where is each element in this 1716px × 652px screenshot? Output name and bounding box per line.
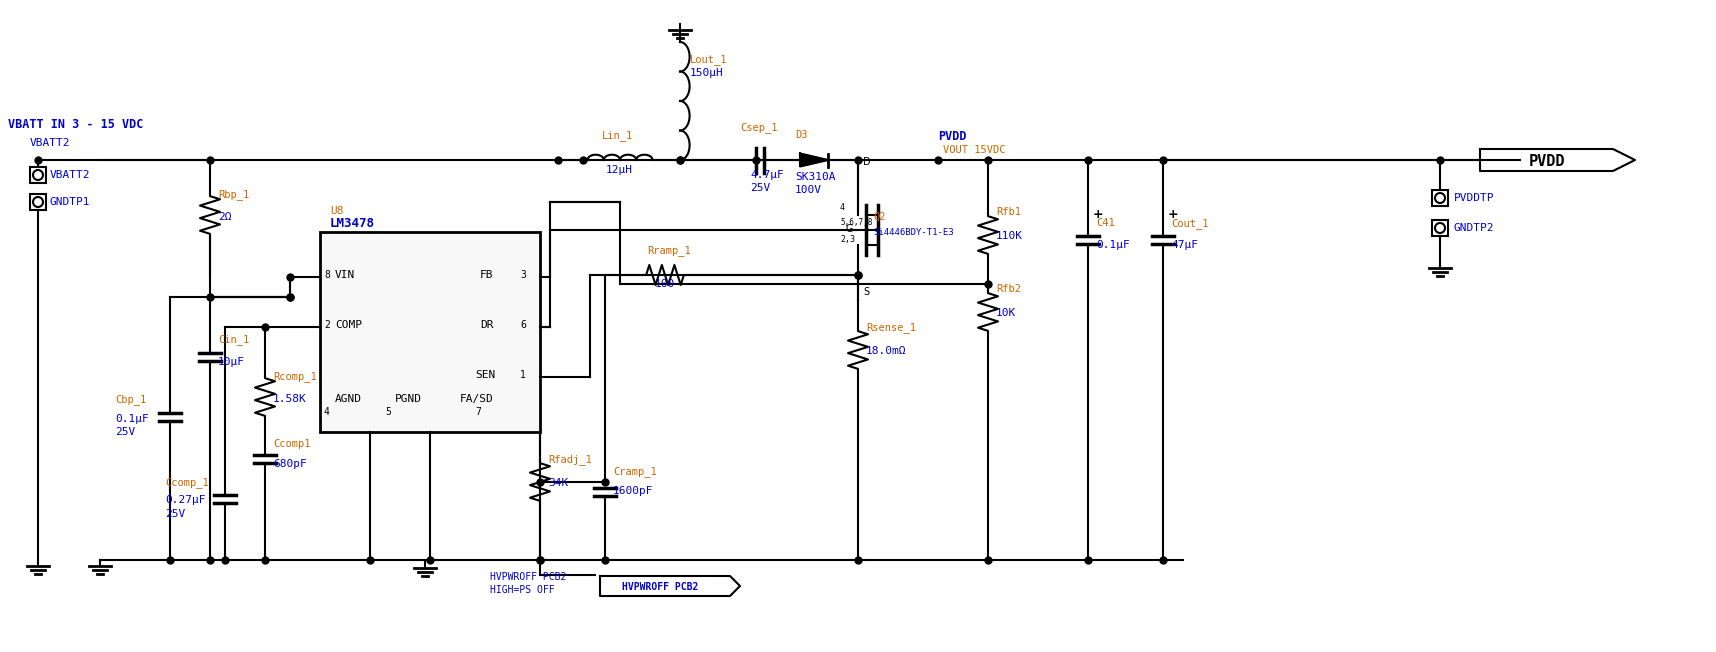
Text: 25V: 25V [750, 183, 770, 193]
Text: COMP: COMP [335, 320, 362, 330]
Text: HVPWROFF PCB2: HVPWROFF PCB2 [491, 572, 566, 582]
Text: PVDD: PVDD [1529, 153, 1565, 168]
Text: 2: 2 [324, 320, 329, 330]
Text: Lin_1: Lin_1 [602, 130, 633, 141]
Text: Q2: Q2 [873, 212, 885, 222]
Text: 4: 4 [324, 407, 329, 417]
Text: 6: 6 [520, 320, 525, 330]
Text: S: S [863, 287, 868, 297]
Text: 10μF: 10μF [218, 357, 245, 367]
Text: 8: 8 [324, 270, 329, 280]
Text: 3: 3 [520, 270, 525, 280]
Text: Rfb1: Rfb1 [995, 207, 1021, 217]
Text: G: G [846, 224, 853, 234]
Text: LM3478: LM3478 [329, 217, 376, 230]
Text: 34K: 34K [547, 478, 568, 488]
Text: DR: DR [480, 320, 494, 330]
Polygon shape [601, 576, 740, 596]
Text: 0.1μF: 0.1μF [115, 414, 149, 424]
Text: 1: 1 [520, 370, 525, 380]
Text: 18.0mΩ: 18.0mΩ [867, 346, 906, 356]
Text: +: + [1169, 208, 1179, 221]
Text: Cbp_1: Cbp_1 [115, 394, 146, 405]
Text: Rramp_1: Rramp_1 [647, 245, 692, 256]
Text: 100: 100 [656, 279, 676, 289]
Text: 2Ω: 2Ω [218, 212, 232, 222]
Text: Lout_1: Lout_1 [690, 54, 728, 65]
Text: 2,3: 2,3 [841, 235, 855, 244]
Text: 5: 5 [384, 407, 391, 417]
Text: Rfadj_1: Rfadj_1 [547, 454, 592, 465]
Text: 680pF: 680pF [273, 459, 307, 469]
Text: FB: FB [480, 270, 494, 280]
Text: 25V: 25V [165, 509, 185, 519]
Text: 25V: 25V [115, 427, 136, 437]
Text: PVDDTP: PVDDTP [1453, 193, 1495, 203]
Text: 100V: 100V [795, 185, 822, 195]
Text: 4: 4 [841, 203, 844, 212]
Text: 150μH: 150μH [690, 68, 724, 78]
Polygon shape [1479, 149, 1635, 171]
Text: PGND: PGND [395, 394, 422, 404]
Text: GNDTP2: GNDTP2 [1453, 223, 1495, 233]
Text: Si4446BDY-T1-E3: Si4446BDY-T1-E3 [873, 228, 954, 237]
Text: 110K: 110K [995, 231, 1023, 241]
Text: 10K: 10K [995, 308, 1016, 318]
Text: FA/SD: FA/SD [460, 394, 494, 404]
Text: AGND: AGND [335, 394, 362, 404]
Bar [29, 194, 46, 210]
Text: HVPWROFF PCB2: HVPWROFF PCB2 [621, 582, 698, 592]
Text: U8: U8 [329, 206, 343, 216]
Text: Csep_1: Csep_1 [740, 122, 777, 133]
Text: +: + [1093, 208, 1103, 221]
Bar [1431, 190, 1448, 206]
Text: GNDTP1: GNDTP1 [50, 197, 91, 207]
Text: VIN: VIN [335, 270, 355, 280]
Text: Ccomp_1: Ccomp_1 [165, 477, 209, 488]
Text: Rfb2: Rfb2 [995, 284, 1021, 294]
Text: 1600pF: 1600pF [613, 486, 654, 496]
Text: 5,6,7,8: 5,6,7,8 [841, 218, 872, 227]
Polygon shape [800, 153, 829, 166]
Bar [29, 167, 46, 183]
Text: D: D [863, 157, 870, 167]
Text: VBATT IN 3 - 15 VDC: VBATT IN 3 - 15 VDC [9, 118, 144, 131]
Text: VBATT2: VBATT2 [50, 170, 91, 180]
Text: D3: D3 [795, 130, 808, 140]
Text: 12μH: 12μH [606, 165, 633, 175]
Text: 7: 7 [475, 407, 480, 417]
Text: Cout_1: Cout_1 [1170, 218, 1208, 229]
Text: 47μF: 47μF [1170, 240, 1198, 250]
Text: VBATT2: VBATT2 [29, 138, 70, 148]
Text: 0.1μF: 0.1μF [1097, 240, 1129, 250]
Text: VOUT 15VDC: VOUT 15VDC [944, 145, 1006, 155]
Text: Rsense_1: Rsense_1 [867, 322, 916, 333]
Text: Cramp_1: Cramp_1 [613, 466, 657, 477]
Text: Cin_1: Cin_1 [218, 334, 249, 345]
Text: SK310A: SK310A [795, 172, 836, 182]
Text: SEN: SEN [475, 370, 496, 380]
Text: HIGH=PS OFF: HIGH=PS OFF [491, 585, 554, 595]
Text: 4.7μF: 4.7μF [750, 170, 784, 180]
Text: PVDD: PVDD [939, 130, 966, 143]
Bar [319, 232, 541, 432]
Text: Rcomp_1: Rcomp_1 [273, 371, 317, 382]
Bar [1431, 220, 1448, 236]
Text: Ccomp1: Ccomp1 [273, 439, 311, 449]
Text: 0.27μF: 0.27μF [165, 495, 206, 505]
Text: Rbp_1: Rbp_1 [218, 189, 249, 200]
Text: 1.58K: 1.58K [273, 394, 307, 404]
Text: C41: C41 [1097, 218, 1115, 228]
